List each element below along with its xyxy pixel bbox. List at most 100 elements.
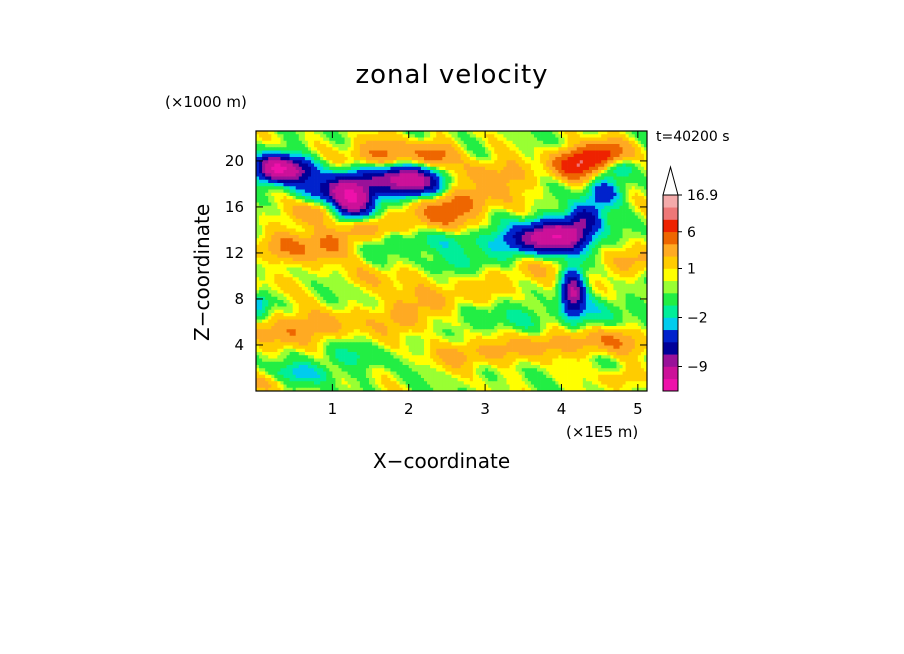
field-cell (573, 179, 578, 184)
field-cell (592, 205, 596, 210)
field-cell (622, 225, 626, 229)
field-cell (588, 157, 593, 161)
field-cell (420, 254, 425, 259)
field-cell (488, 157, 492, 161)
field-cell (427, 186, 431, 190)
field-cell (475, 254, 480, 259)
field-cell (637, 199, 642, 203)
field-cell (607, 144, 611, 148)
field-cell (442, 202, 446, 207)
field-cell (286, 251, 290, 255)
field-cell (601, 134, 605, 138)
field-cell (576, 212, 581, 216)
field-cell (543, 183, 547, 187)
field-cell (310, 241, 315, 246)
field-cell (515, 186, 520, 190)
field-cell (317, 248, 321, 252)
field-cell (616, 173, 620, 177)
field-cell (549, 137, 553, 142)
field-cell (521, 238, 526, 242)
field-cell (408, 160, 413, 164)
field-cell (259, 241, 263, 246)
field-cell (619, 137, 623, 142)
field-cell (420, 244, 425, 249)
field-cell (521, 251, 526, 255)
field-cell (619, 157, 623, 161)
field-cell (570, 163, 575, 168)
field-cell (402, 205, 407, 210)
field-cell (610, 186, 614, 190)
field-cell (262, 147, 266, 151)
field-cell (362, 228, 367, 233)
field-cell (262, 248, 266, 252)
field-cell (540, 166, 544, 171)
field-cell (585, 225, 590, 229)
field-cell (515, 218, 520, 223)
field-cell (424, 189, 428, 194)
field-cell (274, 199, 278, 203)
field-cell (271, 137, 275, 142)
field-cell (546, 235, 550, 239)
field-cell (387, 212, 391, 216)
field-cell (625, 183, 630, 187)
field-cell (601, 218, 605, 223)
field-cell (543, 134, 547, 138)
field-cell (503, 238, 507, 242)
field-cell (478, 238, 483, 242)
field-cell (280, 209, 284, 213)
field-cell (295, 235, 300, 239)
field-cell (439, 228, 443, 233)
field-cell (527, 231, 532, 236)
field-cell (497, 147, 501, 151)
field-cell (488, 163, 492, 168)
field-cell (375, 163, 379, 168)
field-cell (259, 179, 263, 184)
field-cell (588, 189, 593, 194)
field-cell (411, 215, 416, 220)
field-cell (362, 189, 367, 194)
field-cell (622, 222, 626, 226)
field-cell (628, 144, 633, 148)
field-cell (390, 134, 394, 138)
field-cell (604, 222, 608, 226)
field-cell (552, 179, 556, 184)
field-cell (369, 205, 373, 210)
field-cell (390, 170, 394, 174)
field-cell (576, 163, 581, 168)
field-cell (530, 153, 535, 158)
field-cell (625, 231, 630, 236)
field-cell (521, 173, 526, 177)
field-cell (259, 218, 263, 223)
field-cell (445, 157, 449, 161)
field-cell (619, 215, 623, 220)
field-cell (329, 209, 333, 213)
field-cell (375, 241, 379, 246)
field-cell (631, 189, 636, 194)
field-cell (326, 153, 330, 158)
field-cell (533, 179, 538, 184)
field-cell (527, 163, 532, 168)
field-cell (384, 215, 388, 220)
field-cell (399, 166, 403, 171)
field-cell (436, 163, 440, 168)
field-cell (472, 238, 477, 242)
field-cell (265, 176, 269, 181)
field-cell (463, 140, 468, 145)
field-cell (595, 222, 599, 226)
field-cell (561, 157, 565, 161)
field-cell (427, 225, 431, 229)
field-cell (463, 166, 468, 171)
field-cell (637, 153, 642, 158)
field-cell (457, 137, 462, 142)
field-cell (503, 202, 507, 207)
field-cell (329, 231, 333, 236)
field-cell (506, 218, 510, 223)
field-cell (595, 231, 599, 236)
field-cell (356, 212, 361, 216)
field-cell (387, 179, 391, 184)
field-cell (393, 170, 397, 174)
field-cell (469, 150, 474, 155)
field-cell (643, 254, 648, 259)
field-cell (417, 218, 422, 223)
field-cell (277, 150, 281, 155)
